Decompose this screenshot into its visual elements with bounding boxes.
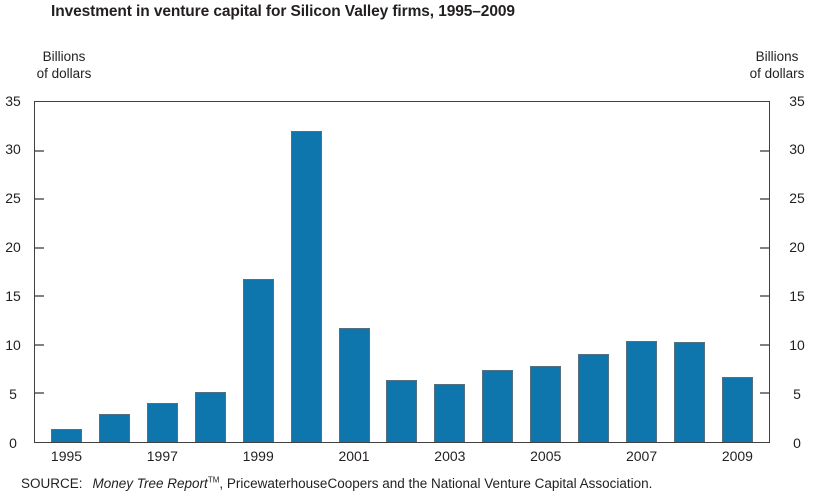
- y-axis-tick-label-left-10: 10: [5, 336, 21, 353]
- y-tick-mark-left-30: [35, 149, 44, 152]
- y-axis-tick-label-left-35: 35: [5, 92, 21, 109]
- bar-2003: [434, 383, 466, 442]
- y-axis-tick-label-right-30: 30: [789, 141, 805, 158]
- y-axis-tick-label-left-0: 0: [9, 434, 17, 451]
- x-axis-labels: 1995 1997 1999 2001 2003 2005 2007 2009: [34, 448, 770, 464]
- bar-2000: [290, 131, 322, 442]
- bar-2008: [673, 341, 705, 442]
- y-tick-mark-left-25: [35, 198, 44, 201]
- y-axis-tick-label-right-15: 15: [789, 287, 805, 304]
- bar-2005: [530, 366, 562, 442]
- x-axis-label-2009: 2009: [721, 448, 753, 464]
- bar-1997: [146, 403, 178, 442]
- y-axis-unit-right-line2: of dollars: [749, 65, 805, 81]
- source-label: SOURCE:: [21, 476, 83, 491]
- source-rest: , PricewaterhouseCoopers and the Nationa…: [219, 476, 653, 491]
- x-axis-slot-2002: [386, 448, 417, 464]
- y-axis-tick-label-left-25: 25: [5, 190, 21, 207]
- x-axis-slot-2000: [291, 448, 322, 464]
- bar-1999: [242, 278, 274, 442]
- y-axis-unit-left: Billions of dollars: [9, 49, 119, 82]
- y-axis-unit-right: Billions of dollars: [722, 49, 818, 82]
- y-axis-tick-label-right-5: 5: [793, 385, 801, 402]
- y-tick-mark-left-10: [35, 343, 44, 346]
- x-axis-slot-2004: [482, 448, 513, 464]
- x-axis-slot-2003: 2003: [434, 448, 465, 464]
- x-axis-label-1995: 1995: [50, 448, 83, 464]
- bar-2007: [626, 340, 658, 442]
- bar-2006: [578, 353, 610, 442]
- x-axis-slot-1997: 1997: [147, 448, 178, 464]
- y-tick-mark-left-15: [35, 295, 44, 298]
- x-axis-label-1997: 1997: [146, 448, 178, 464]
- x-axis-label-2003: 2003: [434, 448, 466, 464]
- bar-1998: [194, 391, 226, 442]
- y-axis-tick-label-right-10: 10: [789, 336, 805, 353]
- bar-2004: [482, 370, 514, 442]
- x-axis-slot-1996: [99, 448, 130, 464]
- x-axis-label-2007: 2007: [625, 448, 658, 464]
- x-axis-slot-2001: 2001: [338, 448, 370, 464]
- x-axis-slot-2006: [578, 448, 609, 464]
- y-tick-mark-right-20: [760, 246, 769, 249]
- y-tick-mark-left-20: [35, 246, 44, 249]
- y-tick-mark-right-15: [760, 295, 769, 298]
- y-axis-tick-label-right-20: 20: [789, 239, 805, 256]
- y-axis-tick-label-left-15: 15: [5, 287, 21, 304]
- y-tick-mark-right-10: [760, 343, 769, 346]
- source-note: SOURCE: Money Tree ReportTM, Pricewaterho…: [21, 476, 652, 491]
- y-tick-mark-right-5: [760, 392, 769, 395]
- x-axis-slot-1999: 1999: [243, 448, 274, 464]
- y-axis-tick-label-right-35: 35: [789, 92, 805, 109]
- y-tick-mark-right-30: [760, 149, 769, 152]
- bar-2009: [721, 376, 753, 442]
- x-axis-label-1999: 1999: [242, 448, 274, 464]
- x-axis-label-2001: 2001: [338, 448, 370, 464]
- y-axis-unit-left-line1: Billions: [42, 49, 86, 64]
- source-trademark: TM: [207, 475, 220, 485]
- chart-title: Investment in venture capital for Silico…: [51, 3, 515, 20]
- bar-2002: [386, 379, 418, 442]
- x-axis-slot-2009: 2009: [722, 448, 753, 464]
- y-tick-mark-right-25: [760, 198, 769, 201]
- y-axis-unit-right-line1: Billions: [755, 49, 799, 64]
- y-axis-tick-label-right-0: 0: [793, 434, 801, 451]
- y-tick-mark-left-5: [35, 392, 44, 395]
- bar-1996: [98, 413, 130, 442]
- plot-area: [34, 101, 770, 443]
- y-axis-unit-left-line2: of dollars: [36, 65, 92, 81]
- source-report-name: Money Tree Report: [92, 476, 208, 491]
- x-axis-label-2005: 2005: [530, 448, 562, 464]
- y-axis-tick-label-left-30: 30: [5, 141, 21, 158]
- bar-1995: [51, 429, 82, 442]
- y-axis-tick-label-right-25: 25: [789, 190, 805, 207]
- x-axis-slot-2007: 2007: [626, 448, 657, 464]
- bars: [35, 102, 769, 442]
- x-axis-slot-2008: [674, 448, 705, 464]
- y-axis-tick-label-left-20: 20: [5, 239, 21, 256]
- x-axis-slot-2005: 2005: [530, 448, 561, 464]
- x-axis-slot-1998: [195, 448, 226, 464]
- x-axis-slot-1995: 1995: [51, 448, 82, 464]
- y-axis-tick-label-left-5: 5: [9, 385, 17, 402]
- bar-2001: [338, 328, 370, 442]
